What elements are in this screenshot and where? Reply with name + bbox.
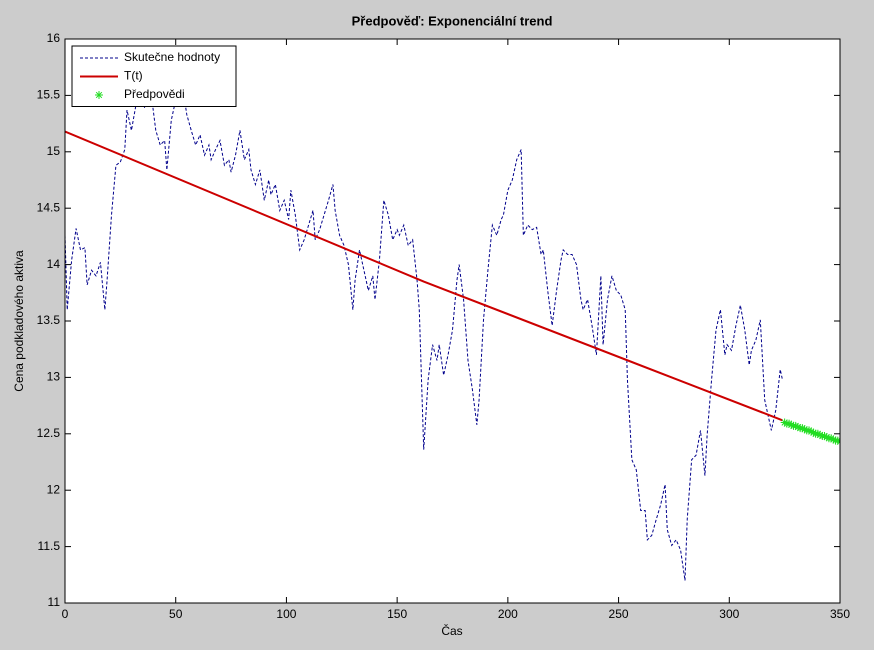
star-marker — [787, 420, 796, 429]
star-marker — [813, 429, 822, 438]
star-marker — [805, 426, 813, 435]
star-marker — [809, 428, 818, 437]
star-marker — [827, 434, 836, 443]
y-tick-label: 15 — [47, 144, 61, 158]
x-tick-label: 100 — [276, 607, 296, 621]
y-tick-label: 13.5 — [37, 313, 61, 327]
star-marker — [798, 424, 807, 433]
x-tick-label: 0 — [62, 607, 69, 621]
legend-label: Skutečne hodnoty — [124, 50, 220, 64]
star-marker — [780, 418, 789, 427]
x-axis-label: Čas — [441, 623, 462, 638]
y-tick-label: 13 — [47, 370, 61, 384]
star-marker — [807, 427, 816, 436]
chart-title: Předpověď: Exponenciální trend — [352, 13, 553, 28]
y-tick-label: 11 — [48, 595, 61, 609]
y-tick-label: 12 — [47, 482, 61, 496]
star-marker — [829, 435, 838, 444]
series-line — [65, 130, 783, 422]
y-tick-label: 14 — [47, 257, 61, 271]
star-marker — [793, 423, 802, 432]
y-tick-label: 15.5 — [37, 88, 61, 102]
star-marker — [833, 436, 840, 445]
legend-label: T(t) — [124, 69, 143, 83]
y-tick-label: 11.5 — [38, 539, 61, 553]
star-marker — [816, 430, 825, 439]
legend-label: Předpovědi — [124, 87, 185, 101]
star-marker — [791, 421, 800, 430]
x-tick-label: 150 — [387, 607, 407, 621]
x-tick-label: 50 — [169, 607, 183, 621]
legend-marker — [95, 91, 103, 99]
x-tick-label: 300 — [719, 607, 739, 621]
x-tick-label: 200 — [498, 607, 518, 621]
y-axis-label: Cena podkladového aktiva — [12, 250, 26, 392]
y-tick-label: 14.5 — [37, 200, 61, 214]
star-marker — [820, 432, 829, 441]
y-tick-label: 16 — [47, 31, 61, 45]
x-tick-label: 350 — [830, 607, 850, 621]
star-marker — [822, 433, 831, 442]
star-marker — [785, 419, 794, 428]
star-marker — [800, 425, 809, 434]
plot-area — [65, 39, 840, 603]
x-tick-label: 250 — [609, 607, 629, 621]
y-tick-label: 12.5 — [37, 426, 61, 440]
